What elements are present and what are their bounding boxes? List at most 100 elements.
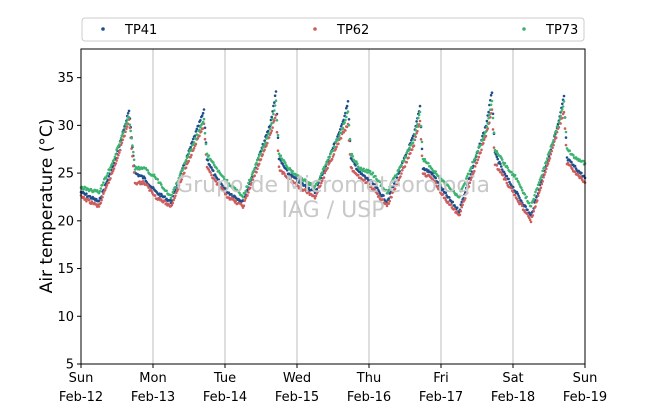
data-point [400,163,403,167]
data-point [472,172,475,175]
data-point [82,187,85,191]
data-point [101,195,104,199]
data-point [418,119,422,123]
data-point [147,186,150,189]
data-point [468,169,472,172]
data-point [110,171,114,175]
data-point [224,193,228,196]
data-point [418,110,422,114]
data-point [113,155,117,159]
data-point [487,116,490,120]
data-point [307,191,311,194]
data-point [474,154,478,157]
data-point [196,133,199,137]
data-point [319,175,322,178]
data-point [410,136,414,140]
x-tick-label-weekday: Sun [573,371,598,386]
data-point [389,185,392,188]
data-point [177,176,181,180]
data-point [520,188,524,192]
data-point [259,158,263,161]
data-point [123,134,126,138]
data-point [217,178,221,181]
data-point [350,166,354,170]
data-point [419,124,423,128]
data-point [518,196,521,200]
data-point [215,167,219,170]
data-point [192,147,196,150]
data-point [536,187,539,190]
data-point [413,133,417,136]
data-point [251,178,255,181]
data-point [442,180,446,183]
data-point [212,169,215,173]
data-point [404,155,408,158]
data-point [465,175,469,178]
data-point [380,182,384,186]
data-point [489,93,493,97]
data-point [415,120,418,123]
data-point [538,189,542,192]
data-point [274,90,278,93]
data-point [453,207,456,211]
data-point [376,192,379,196]
data-point [377,194,381,197]
data-point [276,136,280,140]
data-point [268,127,272,131]
data-point [296,174,300,177]
data-point [561,105,565,108]
legend-marker [313,27,317,31]
data-point [243,191,247,195]
data-point [189,156,192,159]
data-point [501,173,505,177]
data-point [273,104,277,107]
data-point [473,165,477,168]
data-point [534,190,537,194]
data-point [526,208,529,212]
data-point [266,135,269,139]
data-point [124,123,127,127]
data-point [170,203,174,207]
data-point [346,100,350,103]
data-point [313,197,317,200]
data-point [517,181,520,184]
data-point [320,181,323,185]
data-point [266,129,270,133]
data-point [331,149,335,153]
data-point [520,199,523,203]
data-point [441,188,445,191]
data-point [500,168,504,171]
data-point [510,186,513,190]
data-point [201,111,205,115]
data-point [182,166,185,170]
data-point [378,180,382,183]
data-point [160,183,163,186]
y-tick-label: 35 [57,71,74,86]
data-point [491,116,495,120]
data-point [112,158,116,162]
data-point [545,164,549,167]
data-point [115,148,118,151]
data-point [129,129,132,133]
data-point [492,146,496,149]
data-point [189,145,192,149]
data-point [277,152,281,156]
data-point [277,165,281,168]
data-point [418,104,422,108]
data-point [347,118,351,121]
data-point [524,205,527,208]
data-point [532,209,535,213]
data-point [527,216,531,219]
data-point [244,197,247,200]
data-point [476,158,480,162]
data-point [204,142,208,146]
data-point [392,185,395,188]
data-point [194,130,198,133]
data-point [257,162,261,166]
data-point [388,199,392,203]
data-point [485,125,489,128]
data-point [506,166,510,170]
data-point [194,142,198,146]
data-point [230,193,233,196]
data-point [500,171,503,174]
